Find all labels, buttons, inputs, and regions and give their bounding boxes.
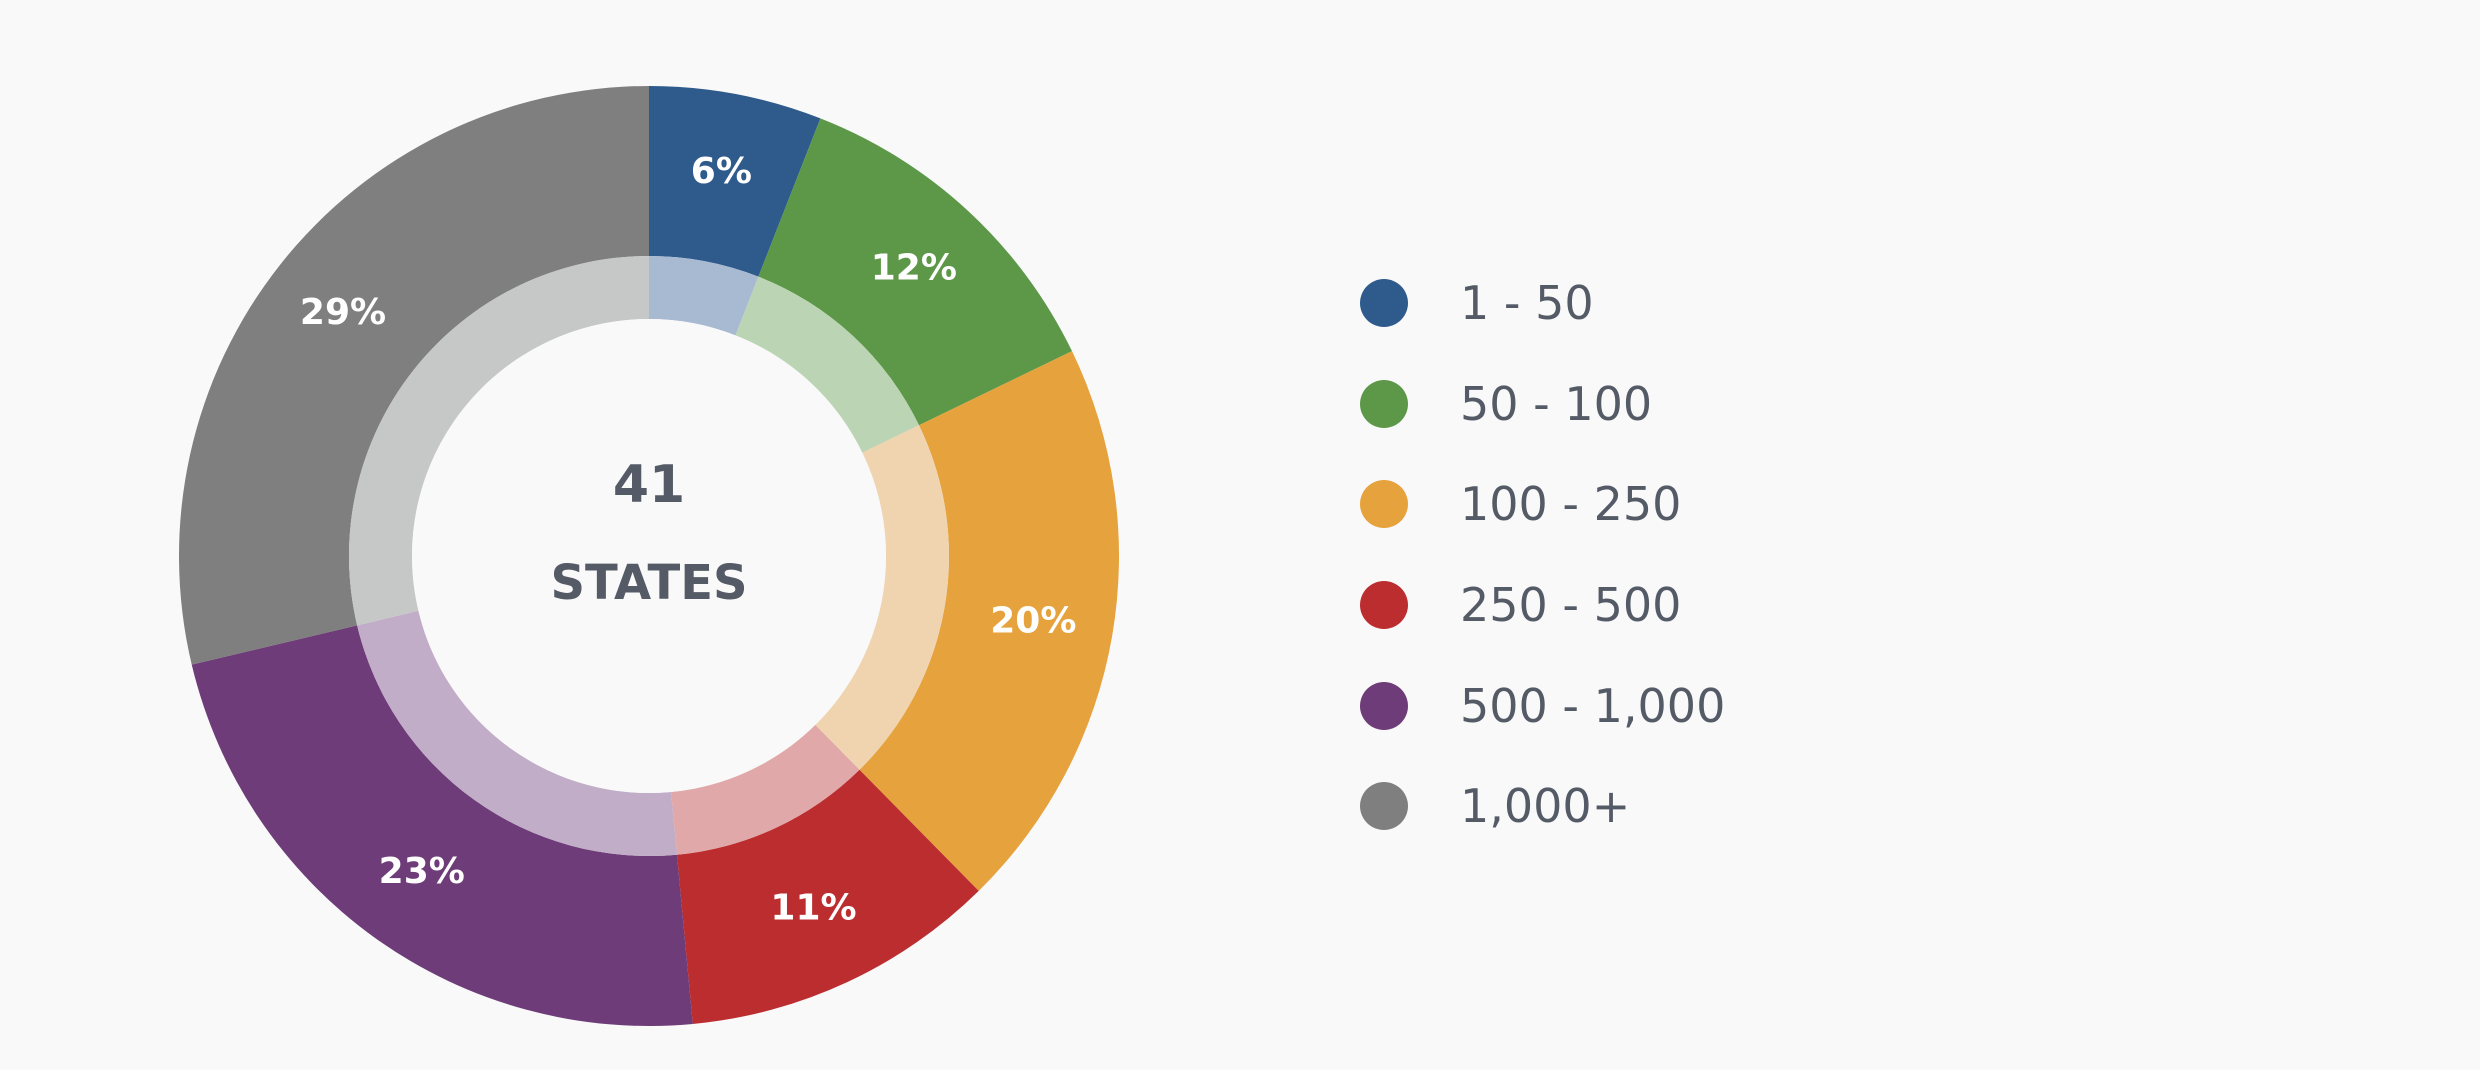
legend-swatch (1360, 279, 1408, 328)
legend-item-100-250[interactable]: 100 - 250 (1360, 454, 1725, 555)
slice-100-250[interactable] (859, 351, 1119, 891)
legend-item-250-500[interactable]: 250 - 500 (1360, 555, 1725, 656)
slice-1-50[interactable] (649, 86, 821, 277)
legend-swatch (1360, 681, 1408, 730)
inner-slice-50-100 (735, 276, 920, 453)
legend-swatch (1360, 581, 1408, 630)
slice-label-250-500: 11% (770, 888, 856, 929)
slice-1-000[interactable] (178, 86, 649, 665)
legend-swatch (1360, 782, 1408, 831)
legend-item-500-1-000[interactable]: 500 - 1,000 (1360, 655, 1725, 756)
slice-250-500[interactable] (676, 769, 979, 1024)
inner-slice-100-250 (815, 425, 949, 770)
slice-label-1-50: 6% (691, 151, 752, 192)
inner-slice-1-50 (649, 256, 759, 336)
legend-item-50-100[interactable]: 50 - 100 (1360, 354, 1725, 455)
slice-label-50-100: 12% (871, 248, 957, 289)
legend-label: 500 - 1,000 (1460, 678, 1726, 733)
legend-label: 1 - 50 (1460, 276, 1594, 331)
legend-label: 250 - 500 (1460, 578, 1682, 633)
legend-swatch (1360, 379, 1408, 428)
legend-item-1-000[interactable]: 1,000+ (1360, 756, 1725, 857)
legend-label: 1,000+ (1460, 779, 1631, 834)
slice-50-100[interactable] (758, 118, 1073, 426)
chart-legend: 1 - 50 50 - 100 100 - 250 250 - 500 500 - 1,… (1360, 253, 1725, 857)
slice-500-1-000[interactable] (191, 625, 693, 1026)
inner-slice-250-500 (671, 724, 860, 855)
legend-label: 100 - 250 (1460, 477, 1682, 532)
slice-label-500-1-000: 23% (379, 851, 465, 892)
inner-slice-1-000 (349, 256, 649, 626)
center-label: STATES (550, 555, 747, 611)
donut-center-hole (412, 319, 886, 793)
slice-label-1-000: 29% (300, 292, 386, 333)
legend-label: 50 - 100 (1460, 376, 1653, 431)
legend-swatch (1360, 480, 1408, 529)
slice-labels: 6% 12% 20% 11% 23% 29% (300, 151, 1076, 929)
slice-label-100-250: 20% (990, 600, 1076, 641)
donut-inner-ring (349, 256, 949, 857)
donut-slices (178, 86, 1119, 1026)
center-count: 41 (613, 455, 685, 515)
inner-slice-500-1-000 (357, 610, 677, 857)
legend-item-1-50[interactable]: 1 - 50 (1360, 253, 1725, 354)
